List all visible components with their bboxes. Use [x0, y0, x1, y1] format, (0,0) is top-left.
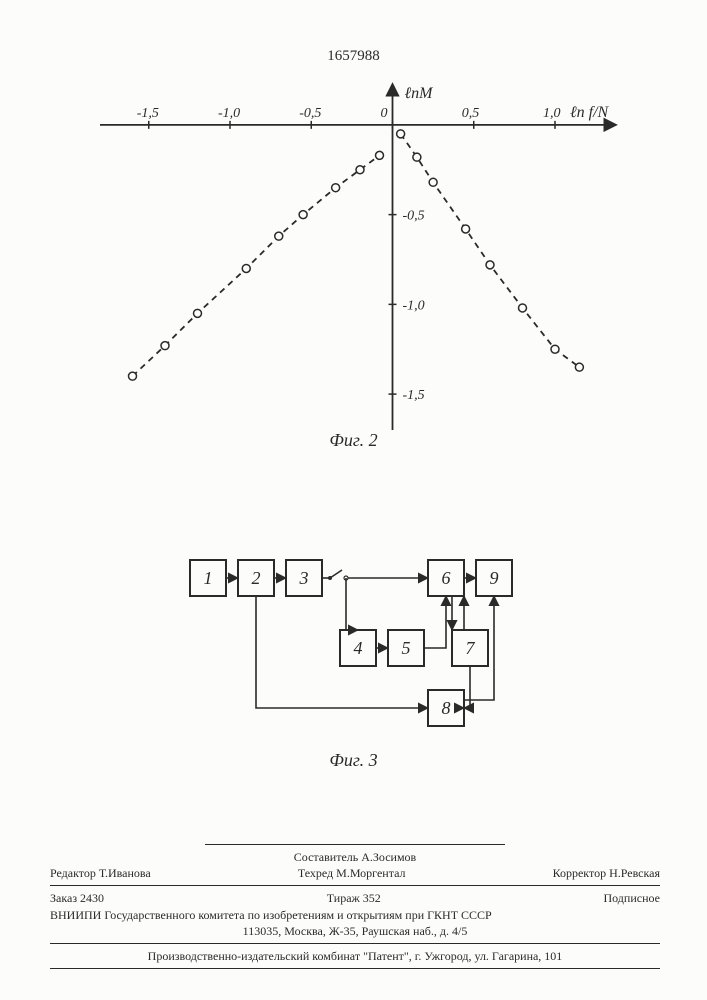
footer-corrector: Корректор Н.Ревская: [553, 865, 660, 881]
svg-text:6: 6: [442, 568, 451, 588]
footer-block: Составитель А.Зосимов Редактор Т.Иванова…: [50, 840, 660, 973]
svg-text:2: 2: [252, 568, 261, 588]
svg-text:1,0: 1,0: [543, 106, 561, 121]
footer-printer: Производственно-издательский комбинат "П…: [50, 948, 660, 964]
footer-subscription: Подписное: [603, 890, 660, 906]
svg-text:-1,0: -1,0: [218, 106, 240, 121]
svg-text:-1,5: -1,5: [137, 106, 159, 121]
svg-text:5: 5: [402, 638, 411, 658]
footer-techred: Техред М.Моргентал: [298, 865, 406, 881]
footer-order: Заказ 2430: [50, 890, 104, 906]
patent-number: 1657988: [0, 48, 707, 65]
svg-text:7: 7: [466, 638, 476, 658]
svg-text:8: 8: [442, 698, 451, 718]
svg-text:-0,5: -0,5: [299, 106, 321, 121]
footer-circulation: Тираж 352: [327, 890, 381, 906]
fig3-diagram: 1 2 3 6 9 4 5 7 8: [180, 550, 550, 750]
footer-compiler: Составитель А.Зосимов: [50, 849, 660, 865]
svg-text:1: 1: [204, 568, 213, 588]
svg-text:0: 0: [381, 106, 388, 121]
fig2-caption: Фиг. 2: [0, 430, 707, 451]
svg-text:-0,5: -0,5: [403, 209, 425, 224]
svg-text:4: 4: [354, 638, 363, 658]
svg-text:0,5: 0,5: [462, 106, 480, 121]
svg-text:-1,0: -1,0: [403, 298, 425, 313]
footer-org1: ВНИИПИ Государственного комитета по изоб…: [50, 907, 660, 923]
svg-text:9: 9: [490, 568, 499, 588]
svg-text:-1,5: -1,5: [403, 388, 425, 403]
footer-editor: Редактор Т.Иванова: [50, 865, 151, 881]
svg-text:ℓnM: ℓnM: [405, 85, 435, 102]
footer-org2: 113035, Москва, Ж-35, Раушская наб., д. …: [50, 923, 660, 939]
fig3-caption: Фиг. 3: [0, 750, 707, 771]
svg-text:3: 3: [299, 568, 309, 588]
fig2-chart: ℓnM ℓn f/N -1,5 -1,0 -0,5 0 0,5 1,0 -0,5 -1,0 -1,5: [100, 80, 620, 430]
svg-text:ℓn f/N: ℓn f/N: [570, 104, 610, 121]
